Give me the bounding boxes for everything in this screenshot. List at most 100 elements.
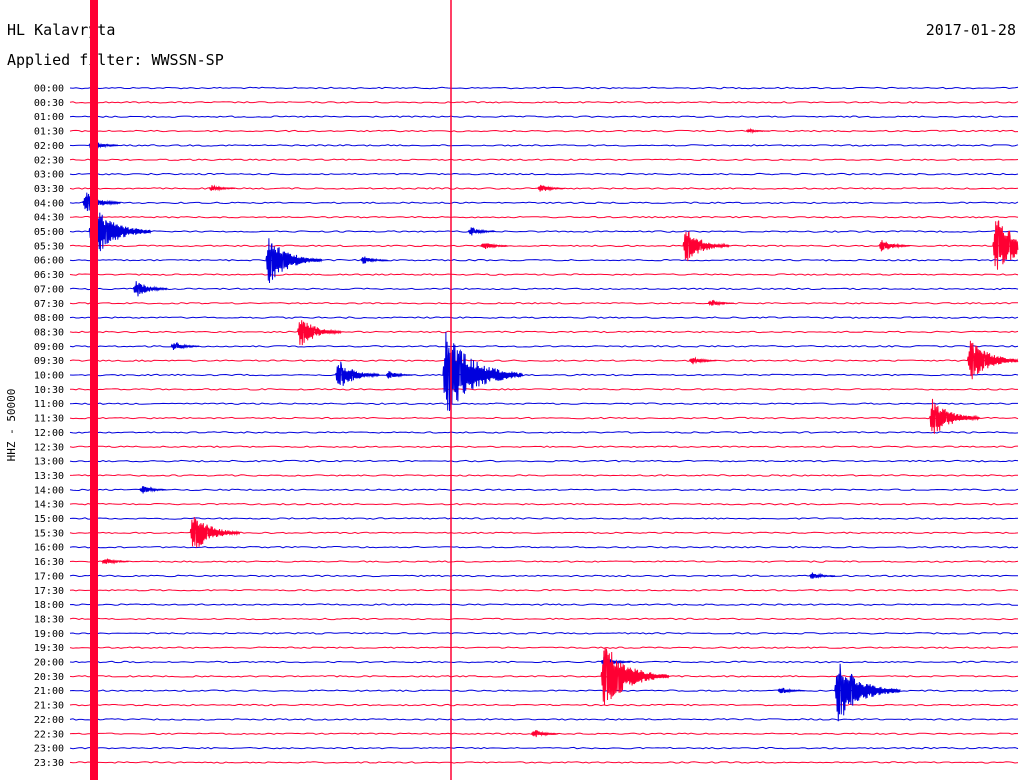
tick-label: 21:00 — [34, 686, 64, 697]
event-waveform — [189, 516, 241, 548]
event-waveform — [132, 281, 168, 297]
event-waveform — [682, 230, 730, 262]
tick-label: 10:30 — [34, 385, 64, 396]
tick-label: 12:30 — [34, 442, 64, 453]
tick-label: 20:30 — [34, 672, 64, 683]
tick-label: 14:30 — [34, 500, 64, 511]
tick-label: 11:30 — [34, 414, 64, 425]
trace-line — [69, 603, 1018, 606]
event-waveform — [688, 356, 717, 365]
trace-line — [69, 302, 1019, 305]
event-waveform — [170, 342, 200, 350]
trace-line — [69, 445, 1019, 448]
station-title: HL Kalavryta — [7, 21, 116, 39]
trace-line — [69, 258, 1019, 262]
tick-label: 13:00 — [34, 457, 64, 468]
tick-label: 01:00 — [34, 112, 64, 123]
trace-line — [69, 215, 1019, 219]
trace-line — [69, 589, 1019, 592]
tick-label: 07:00 — [34, 284, 64, 295]
trace-line — [69, 316, 1019, 319]
event-waveform — [966, 340, 1019, 380]
trace-line — [69, 502, 1019, 506]
event-waveform — [82, 192, 121, 212]
trace-line — [69, 761, 1019, 764]
tick-label: 05:00 — [34, 227, 64, 238]
filter-label: Applied filter: WWSSN-SP — [7, 51, 224, 69]
tick-label: 06:30 — [34, 270, 64, 281]
event-waveform — [467, 227, 496, 236]
event-waveform — [777, 687, 806, 694]
trace-line — [69, 230, 1019, 233]
event-waveform — [88, 205, 152, 261]
tick-label: 17:30 — [34, 586, 64, 597]
time-tick-labels: 00:00 00:30 01:00 01:30 02:00 02:30 03:00 03:30… — [34, 84, 64, 769]
trace-line — [69, 101, 1019, 104]
tick-label: 04:00 — [34, 198, 64, 209]
trace-line — [69, 703, 1019, 707]
tick-label: 23:30 — [34, 758, 64, 769]
trace-line — [69, 488, 1019, 492]
event-waveform — [360, 256, 388, 264]
trace-line — [69, 330, 1019, 334]
trace-line — [69, 115, 1019, 118]
trace-line — [69, 345, 1019, 348]
trace-line — [69, 675, 1019, 678]
tick-label: 10:00 — [34, 371, 64, 382]
tick-label: 09:00 — [34, 342, 64, 353]
trace-line — [69, 617, 1019, 621]
trace-line — [69, 402, 1018, 405]
trace-line — [69, 172, 1019, 176]
trace-line — [69, 86, 1019, 90]
tick-label: 15:00 — [34, 514, 64, 525]
tick-label: 15:30 — [34, 528, 64, 539]
trace-line — [69, 431, 1019, 434]
event-waveform — [929, 398, 980, 434]
tick-label: 23:00 — [34, 744, 64, 755]
event-waveform — [297, 320, 342, 346]
tick-label: 00:30 — [34, 98, 64, 109]
event-waveform — [385, 370, 414, 379]
tick-label: 17:00 — [34, 571, 64, 582]
trace-line — [69, 388, 1018, 391]
trace-line — [69, 244, 1019, 248]
tick-label: 00:00 — [34, 84, 64, 95]
event-waveform — [707, 299, 735, 307]
tick-label: 18:00 — [34, 600, 64, 611]
tick-label: 02:30 — [34, 155, 64, 166]
trace-line — [69, 545, 1019, 549]
event-waveform — [809, 572, 836, 579]
tick-label: 04:30 — [34, 213, 64, 224]
tick-label: 06:00 — [34, 256, 64, 267]
event-waveform — [878, 240, 910, 252]
event-waveforms — [82, 0, 1019, 780]
tick-label: 18:30 — [34, 614, 64, 625]
tick-label: 08:00 — [34, 313, 64, 324]
trace-line — [69, 646, 1018, 649]
event-waveform — [442, 332, 524, 412]
event-waveform — [531, 729, 559, 738]
trace-line — [69, 129, 1019, 133]
tick-label: 07:30 — [34, 299, 64, 310]
tick-label: 16:00 — [34, 543, 64, 554]
tick-label: 08:30 — [34, 327, 64, 338]
date-label: 2017-01-28 — [925, 21, 1016, 39]
tick-label: 12:00 — [34, 428, 64, 439]
tick-label: 16:30 — [34, 557, 64, 568]
trace-line — [69, 746, 1019, 750]
clipped-signal-band — [90, 0, 98, 780]
trace-line — [69, 517, 1019, 520]
tick-label: 09:30 — [34, 356, 64, 367]
trace-line — [69, 201, 1019, 205]
trace-line — [69, 416, 1019, 420]
trace-line — [69, 359, 1019, 362]
event-waveform — [480, 243, 509, 250]
tick-label: 03:30 — [34, 184, 64, 195]
trace-line — [69, 660, 1019, 664]
event-waveform — [208, 184, 236, 192]
event-waveform — [992, 220, 1019, 270]
event-waveform — [101, 558, 129, 565]
tick-label: 19:00 — [34, 629, 64, 640]
trace-line — [69, 574, 1018, 578]
